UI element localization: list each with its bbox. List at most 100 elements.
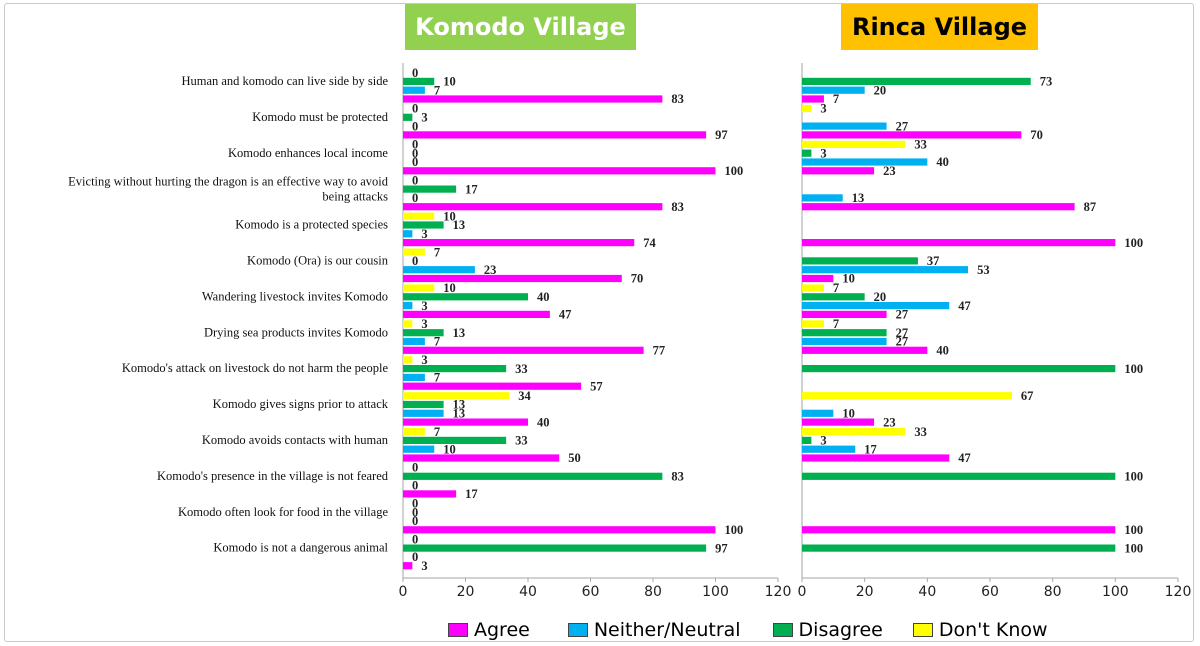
x-tick-label: 40 — [918, 584, 936, 600]
bar — [403, 562, 413, 570]
data-label: 33 — [914, 425, 927, 439]
data-label: 10 — [443, 75, 456, 89]
data-label: 0 — [412, 119, 418, 133]
data-label: 100 — [1124, 362, 1143, 376]
legend-item: Disagree — [772, 619, 883, 641]
bar — [403, 86, 425, 94]
data-label: 13 — [453, 407, 466, 421]
bar — [403, 320, 413, 328]
bar — [403, 113, 413, 121]
data-label: 0 — [412, 146, 418, 160]
bar — [403, 356, 413, 364]
data-label: 10 — [443, 281, 456, 295]
data-label: 40 — [537, 290, 550, 304]
data-label: 17 — [465, 182, 478, 196]
data-label: 23 — [883, 164, 896, 178]
bar — [403, 400, 444, 409]
bar — [403, 310, 550, 318]
category-label: Komodo often look for food in the villag… — [178, 505, 388, 519]
category-label: Komodo enhances local income — [228, 146, 388, 160]
x-tick-label: 0 — [399, 584, 408, 600]
bar — [403, 445, 435, 453]
bar — [802, 409, 834, 417]
category-label: Komodo (Ora) is our cousin — [247, 254, 389, 268]
data-label: 33 — [914, 138, 927, 152]
category-label: being attacks — [322, 190, 388, 204]
data-label: 7 — [833, 92, 839, 106]
bar — [403, 409, 444, 417]
data-label: 50 — [568, 451, 581, 465]
bar — [403, 212, 435, 220]
category-label: Komodo is a protected species — [235, 218, 388, 232]
data-label: 13 — [453, 218, 466, 232]
chart-frame — [4, 3, 1194, 642]
data-label: 100 — [1124, 236, 1143, 250]
data-label: 83 — [671, 200, 684, 214]
data-label: 17 — [864, 442, 877, 456]
bar — [403, 373, 425, 381]
bar — [403, 239, 635, 247]
data-label: 100 — [1124, 523, 1143, 537]
bar — [802, 203, 1075, 211]
data-label: 7 — [833, 317, 839, 331]
data-label: 3 — [820, 102, 826, 116]
data-label: 20 — [874, 290, 887, 304]
data-label: 10 — [842, 407, 855, 421]
data-label: 83 — [671, 470, 684, 484]
data-label: 0 — [412, 138, 418, 152]
legend-item: Agree — [448, 619, 530, 641]
bar — [802, 274, 834, 283]
data-label: 70 — [1030, 128, 1043, 142]
data-label: 7 — [434, 371, 440, 385]
bar — [403, 337, 425, 346]
bar — [403, 418, 528, 426]
data-label: 27 — [896, 335, 909, 349]
bar — [802, 239, 1116, 247]
data-label: 0 — [412, 550, 418, 564]
data-label: 100 — [1124, 470, 1143, 484]
bar — [802, 472, 1116, 480]
bar — [802, 293, 865, 301]
legend-swatch — [772, 623, 793, 637]
x-tick-label: 80 — [644, 584, 662, 600]
x-tick-label: 60 — [582, 584, 600, 600]
data-label: 3 — [421, 227, 427, 241]
bar — [802, 140, 906, 148]
x-tick-label: 100 — [702, 584, 729, 600]
x-tick-label: 120 — [765, 584, 792, 600]
data-label: 0 — [412, 478, 418, 492]
data-label: 0 — [412, 174, 418, 188]
bar — [802, 428, 906, 436]
bar — [403, 266, 475, 274]
x-tick-label: 120 — [1165, 584, 1192, 600]
bar — [802, 392, 1012, 400]
bar — [802, 329, 887, 337]
bar — [802, 122, 887, 130]
data-label: 97 — [715, 128, 728, 142]
legend-label: Disagree — [798, 619, 883, 641]
rinca-village-title: Rinca Village — [841, 4, 1038, 50]
bar — [403, 436, 507, 444]
data-label: 7 — [833, 281, 839, 295]
data-label: 0 — [412, 461, 418, 475]
data-label: 100 — [725, 523, 744, 537]
bar — [403, 293, 528, 301]
data-label: 34 — [518, 389, 531, 403]
data-label: 53 — [977, 263, 990, 277]
bar — [403, 230, 413, 238]
bar — [403, 544, 707, 552]
data-label: 77 — [653, 344, 666, 358]
bar — [403, 490, 457, 498]
data-label: 10 — [443, 209, 456, 223]
bar — [403, 346, 644, 354]
data-label: 0 — [412, 155, 418, 169]
category-label: Komodo's presence in the village is not … — [157, 469, 389, 483]
x-tick-label: 60 — [981, 584, 999, 600]
data-label: 13 — [453, 398, 466, 412]
category-label: Human and komodo can live side by side — [181, 74, 388, 88]
x-tick-label: 20 — [457, 584, 475, 600]
bar — [802, 365, 1116, 373]
bar — [403, 392, 510, 400]
bar — [802, 454, 950, 462]
bar — [802, 337, 887, 346]
